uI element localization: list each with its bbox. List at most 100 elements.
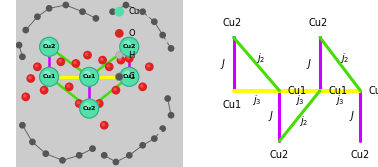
Circle shape (77, 102, 79, 104)
Circle shape (27, 75, 34, 82)
Text: Cu1: Cu1 (223, 100, 242, 110)
Circle shape (24, 95, 26, 97)
Circle shape (57, 0, 61, 3)
Circle shape (36, 65, 38, 67)
Text: Cu2: Cu2 (351, 150, 370, 160)
Circle shape (40, 87, 48, 94)
Text: $j_3$: $j_3$ (295, 93, 305, 107)
Circle shape (112, 87, 119, 94)
Circle shape (107, 65, 110, 67)
Circle shape (117, 56, 125, 64)
Circle shape (28, 129, 31, 132)
Circle shape (20, 54, 25, 59)
Circle shape (148, 13, 151, 17)
Text: C: C (129, 72, 134, 81)
Circle shape (84, 51, 91, 59)
Circle shape (124, 41, 130, 47)
Text: J: J (308, 59, 311, 69)
Circle shape (102, 0, 106, 3)
Text: Cu2: Cu2 (122, 44, 136, 49)
Circle shape (67, 85, 70, 87)
Circle shape (16, 42, 22, 48)
Circle shape (168, 46, 174, 51)
Circle shape (42, 88, 45, 91)
Circle shape (29, 76, 31, 79)
Circle shape (102, 123, 105, 126)
Circle shape (101, 58, 103, 60)
Circle shape (113, 159, 119, 165)
Circle shape (125, 55, 133, 62)
Circle shape (110, 9, 115, 14)
Text: Cu1: Cu1 (122, 74, 136, 79)
Text: O: O (129, 29, 135, 38)
Circle shape (59, 60, 61, 62)
Circle shape (97, 102, 99, 104)
Text: $j_2$: $j_2$ (339, 51, 349, 65)
Circle shape (120, 68, 138, 86)
Circle shape (152, 19, 157, 24)
Circle shape (127, 153, 132, 158)
Circle shape (160, 32, 165, 38)
Text: Cu2: Cu2 (82, 106, 96, 111)
Circle shape (90, 146, 95, 151)
Circle shape (74, 61, 76, 64)
Circle shape (28, 20, 31, 23)
Circle shape (140, 9, 145, 14)
Circle shape (84, 103, 90, 109)
Circle shape (165, 96, 170, 101)
Circle shape (123, 2, 129, 8)
Circle shape (40, 38, 58, 56)
Circle shape (53, 164, 56, 167)
Circle shape (85, 53, 88, 55)
Circle shape (72, 60, 79, 67)
Circle shape (35, 14, 40, 19)
Circle shape (46, 6, 52, 11)
Circle shape (80, 68, 98, 86)
Text: $j_2$: $j_2$ (256, 51, 265, 65)
Circle shape (114, 88, 116, 91)
Circle shape (158, 130, 161, 134)
Circle shape (168, 113, 174, 118)
Circle shape (34, 63, 41, 70)
Circle shape (40, 68, 58, 86)
Circle shape (76, 100, 83, 107)
Circle shape (20, 123, 25, 128)
Circle shape (166, 38, 169, 42)
Circle shape (22, 93, 29, 101)
Circle shape (84, 71, 90, 77)
Text: Cu1: Cu1 (288, 86, 307, 96)
Circle shape (93, 16, 99, 21)
Text: $j_3$: $j_3$ (252, 93, 261, 107)
Circle shape (146, 63, 153, 70)
Circle shape (57, 58, 65, 65)
Circle shape (98, 160, 101, 164)
Circle shape (43, 151, 48, 156)
Text: Cu2: Cu2 (309, 18, 328, 28)
Circle shape (101, 122, 108, 129)
Circle shape (119, 58, 121, 60)
Circle shape (116, 73, 122, 80)
Circle shape (80, 99, 98, 118)
Circle shape (139, 83, 146, 91)
Circle shape (99, 56, 106, 64)
Circle shape (140, 143, 145, 148)
Circle shape (136, 157, 139, 160)
Circle shape (65, 83, 73, 91)
Text: Cu1: Cu1 (82, 74, 96, 79)
Circle shape (127, 56, 130, 59)
Text: $j_2$: $j_2$ (299, 114, 308, 128)
Text: J: J (221, 59, 224, 69)
Text: Cu1: Cu1 (42, 74, 56, 79)
Circle shape (116, 30, 123, 37)
Circle shape (115, 8, 124, 16)
Text: H: H (129, 51, 135, 60)
Circle shape (116, 52, 122, 58)
Circle shape (63, 2, 68, 8)
Circle shape (141, 85, 143, 87)
Circle shape (44, 41, 50, 47)
Circle shape (160, 126, 165, 131)
Text: Cu2: Cu2 (42, 44, 56, 49)
Circle shape (105, 63, 113, 70)
Circle shape (120, 38, 138, 56)
Circle shape (96, 100, 103, 107)
